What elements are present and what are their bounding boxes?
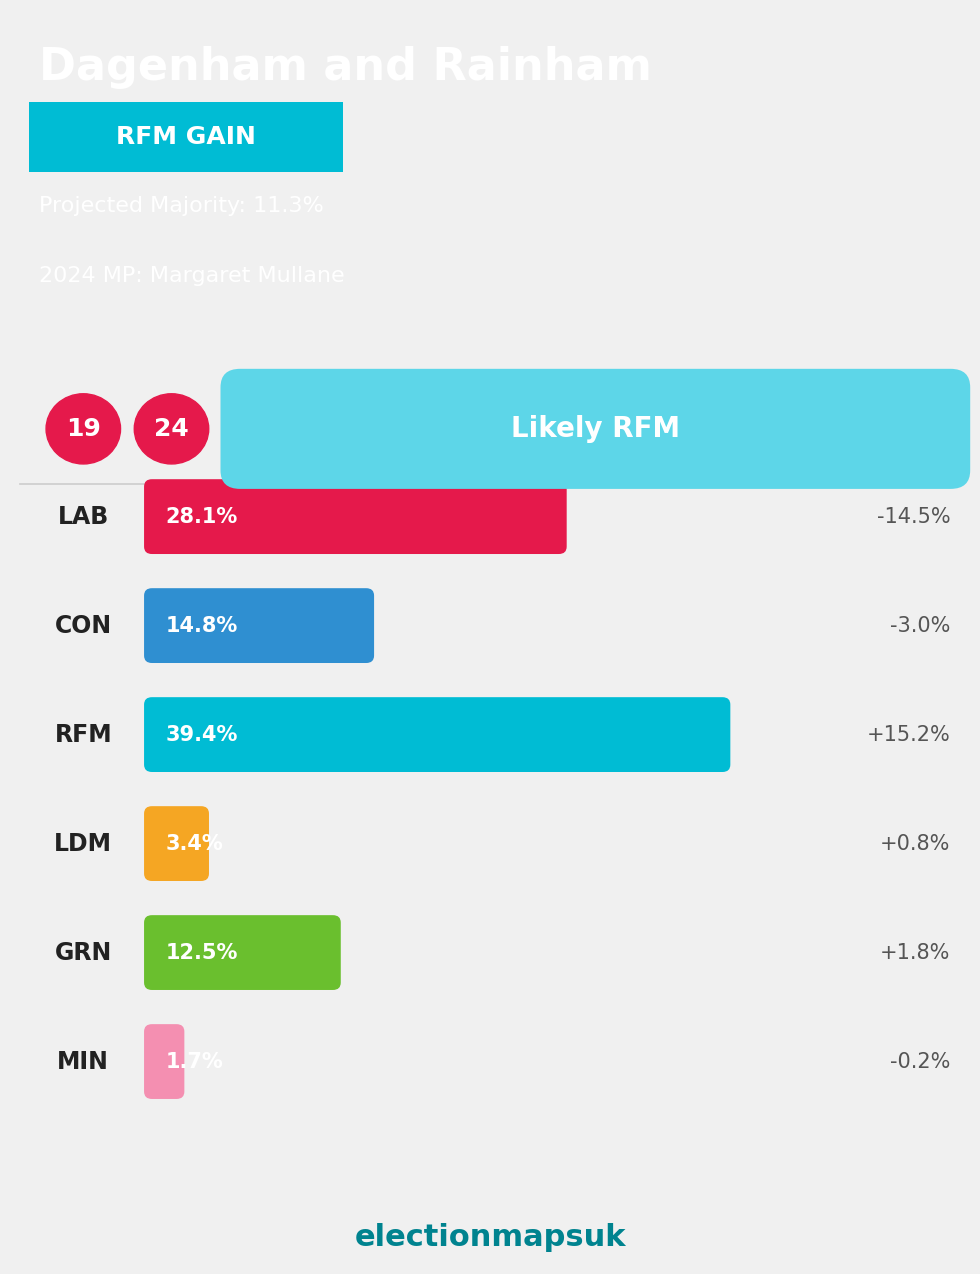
- Text: GRN: GRN: [55, 940, 112, 964]
- FancyBboxPatch shape: [29, 102, 343, 172]
- Text: +1.8%: +1.8%: [880, 943, 951, 963]
- Text: 3.4%: 3.4%: [166, 833, 223, 854]
- Text: 24: 24: [154, 417, 189, 441]
- FancyBboxPatch shape: [144, 479, 566, 554]
- FancyBboxPatch shape: [144, 1024, 184, 1099]
- Text: MIN: MIN: [58, 1050, 109, 1074]
- FancyBboxPatch shape: [144, 806, 209, 882]
- FancyBboxPatch shape: [220, 369, 970, 489]
- Circle shape: [46, 394, 121, 464]
- Text: RFM: RFM: [55, 722, 112, 747]
- Text: Likely RFM: Likely RFM: [511, 415, 680, 443]
- Circle shape: [134, 394, 209, 464]
- FancyBboxPatch shape: [144, 589, 374, 662]
- Text: CON: CON: [55, 614, 112, 637]
- Text: -14.5%: -14.5%: [877, 507, 951, 526]
- Text: LDM: LDM: [54, 832, 113, 856]
- Text: -0.2%: -0.2%: [890, 1051, 951, 1071]
- FancyBboxPatch shape: [144, 697, 730, 772]
- Text: Projected Majority: 11.3%: Projected Majority: 11.3%: [39, 196, 324, 217]
- Text: 19: 19: [66, 417, 101, 441]
- Text: -3.0%: -3.0%: [890, 615, 951, 636]
- Text: Dagenham and Rainham: Dagenham and Rainham: [39, 46, 652, 89]
- Text: 1.7%: 1.7%: [166, 1051, 223, 1071]
- Text: +0.8%: +0.8%: [880, 833, 951, 854]
- Text: 12.5%: 12.5%: [166, 943, 238, 963]
- Text: 14.8%: 14.8%: [166, 615, 238, 636]
- FancyBboxPatch shape: [144, 915, 341, 990]
- Text: electionmapsuk: electionmapsuk: [354, 1223, 626, 1251]
- Text: RFM GAIN: RFM GAIN: [117, 125, 256, 149]
- Text: 39.4%: 39.4%: [166, 725, 238, 744]
- Text: +15.2%: +15.2%: [867, 725, 951, 744]
- Text: LAB: LAB: [58, 505, 109, 529]
- Text: 28.1%: 28.1%: [166, 507, 238, 526]
- Text: 2024 MP: Margaret Mullane: 2024 MP: Margaret Mullane: [39, 266, 345, 287]
